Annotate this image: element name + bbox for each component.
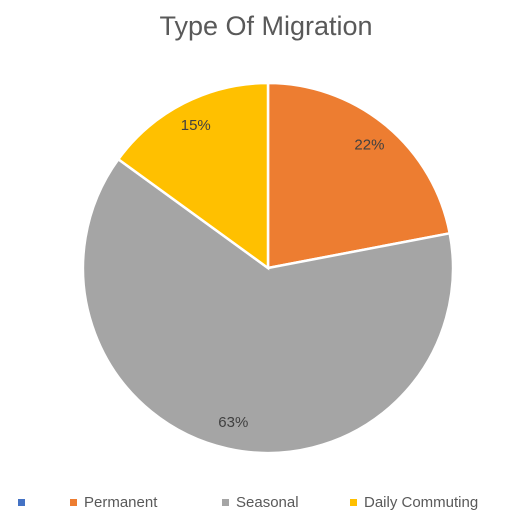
data-label: 15% xyxy=(181,117,211,134)
data-label: 22% xyxy=(354,136,384,153)
legend-swatch xyxy=(350,499,357,506)
chart-title: Type Of Migration xyxy=(159,11,372,41)
legend-label: Seasonal xyxy=(236,494,299,511)
legend-swatch xyxy=(18,499,25,506)
legend-swatch xyxy=(70,499,77,506)
legend-label: Permanent xyxy=(84,494,158,511)
pie-slice xyxy=(116,81,270,271)
pie-slice xyxy=(81,157,455,455)
pie-slice xyxy=(266,81,452,270)
legend-label: Daily Commuting xyxy=(364,494,478,511)
data-label: 63% xyxy=(218,414,248,431)
legend-swatch xyxy=(222,499,229,506)
